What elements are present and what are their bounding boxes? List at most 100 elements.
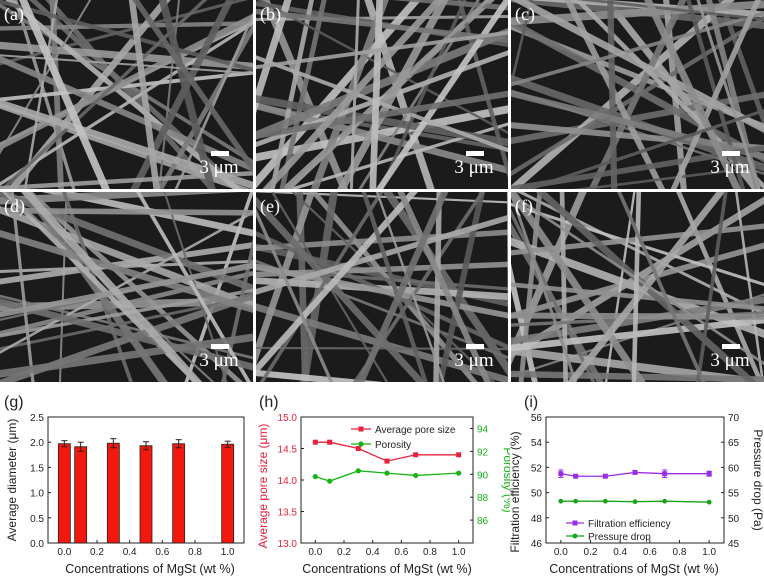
x-tick-label: 0.6 xyxy=(155,547,169,558)
fiber xyxy=(0,54,253,75)
fiber xyxy=(572,165,764,189)
y2-axis-label: Pressure drop (Pa) xyxy=(751,429,764,530)
data-point xyxy=(312,473,318,480)
fiber xyxy=(644,0,742,189)
fiber xyxy=(670,0,761,189)
x-tick-label: 1.0 xyxy=(702,547,716,558)
fiber xyxy=(604,192,636,382)
scale-bar-line xyxy=(211,151,229,156)
chart-g-svg: 0.0 0.2 0.4 0.6 0.8 1.0 (g) 0.0 0.5 1.0 1.5 2.0 2.5 C… xyxy=(4,394,245,576)
y-tick-label: 50 xyxy=(531,489,543,500)
fiber xyxy=(0,13,253,151)
x-tick-label: 0.0 xyxy=(554,547,568,558)
data-point xyxy=(662,471,668,477)
fiber xyxy=(0,262,253,318)
panel-label: (i) xyxy=(524,394,538,411)
x-axis-label: Concentrations of MgSt (wt %) xyxy=(302,562,472,576)
fiber xyxy=(256,0,422,189)
sem-panel-3: (c) 3 μm xyxy=(511,0,764,189)
x-tick-label: 0.6 xyxy=(643,547,657,558)
fiber xyxy=(358,0,480,189)
panel-label: (c) xyxy=(515,4,535,24)
scale-bar-text: 3 μm xyxy=(454,157,494,178)
y-axis-label: Average diameter (μm) xyxy=(5,419,19,542)
fiber xyxy=(369,0,383,189)
fiber xyxy=(0,229,253,313)
y-tick-label: 52 xyxy=(531,463,543,474)
fiber xyxy=(256,102,508,174)
y-tick-label: 14.0 xyxy=(278,476,298,487)
y-tick-label: 13.5 xyxy=(278,508,298,519)
fiber xyxy=(511,145,764,189)
legend-label: Filtration efficiency xyxy=(588,519,671,530)
scale-bar-text: 3 μm xyxy=(199,350,239,371)
legend-label: Porosity xyxy=(375,440,411,451)
scale-bar-line xyxy=(466,344,484,349)
fiber xyxy=(0,55,253,172)
y-tick-label: 2.5 xyxy=(30,413,44,424)
sem-panel-5: (e) 3 μm xyxy=(256,192,508,382)
data-point xyxy=(413,472,419,479)
bar xyxy=(74,446,88,544)
y-tick-label: 2.0 xyxy=(30,438,44,449)
fiber xyxy=(286,122,508,189)
sem-image xyxy=(256,192,508,382)
fiber xyxy=(0,210,253,354)
fiber xyxy=(0,205,253,310)
panel-label: (g) xyxy=(4,394,24,411)
x-tick-label: 0.4 xyxy=(123,547,137,558)
data-point xyxy=(558,471,564,477)
fiber xyxy=(0,99,253,189)
fiber xyxy=(696,0,761,189)
x-tick-label: 1.0 xyxy=(221,547,235,558)
fiber xyxy=(279,0,327,189)
fiber xyxy=(259,192,384,382)
y-tick-label: 1.5 xyxy=(30,463,44,474)
fiber xyxy=(397,192,491,382)
fiber xyxy=(433,192,442,382)
fiber xyxy=(41,192,253,237)
fiber xyxy=(262,0,444,189)
fiber xyxy=(256,192,508,204)
fiber xyxy=(0,70,253,102)
fiber xyxy=(617,192,706,382)
x-tick-label: 0.6 xyxy=(394,547,408,558)
y-tick-label: 54 xyxy=(531,438,543,449)
x-tick-label: 0.2 xyxy=(584,547,598,558)
y-tick-label: 13.0 xyxy=(278,539,298,550)
scale-bar: 3 μm xyxy=(193,340,245,376)
scale-bar: 3 μm xyxy=(448,340,500,376)
scale-bar: 3 μm xyxy=(193,147,245,183)
scale-bar-line xyxy=(466,151,484,156)
panel-label: (h) xyxy=(259,394,279,411)
y2-tick-label: 70 xyxy=(728,413,740,424)
sem-image xyxy=(256,0,508,189)
data-point xyxy=(632,469,638,475)
data-point xyxy=(573,498,579,504)
sem-panel-6: (f) 3 μm xyxy=(511,192,764,382)
x-tick-label: 0.0 xyxy=(57,547,71,558)
fiber xyxy=(20,192,203,382)
x-axis-label: Concentrations of MgSt (wt %) xyxy=(549,562,719,576)
sem-image xyxy=(511,0,764,189)
fiber xyxy=(391,0,508,11)
fiber xyxy=(523,108,764,189)
x-tick-label: 0.8 xyxy=(423,547,437,558)
chart-i-svg: 0.0 0.2 0.4 0.6 0.8 1.0 (i) 46 48 50 52 54 56 45 50 55 6… xyxy=(508,394,764,576)
data-point xyxy=(327,478,333,484)
fiber xyxy=(256,90,508,139)
fiber xyxy=(256,263,508,319)
data-point xyxy=(662,498,668,504)
fiber xyxy=(631,192,642,382)
fiber xyxy=(511,316,764,352)
fiber xyxy=(567,192,725,382)
series-line xyxy=(560,500,710,503)
x-tick-label: 0.0 xyxy=(308,547,322,558)
y-tick-label: 56 xyxy=(531,413,543,424)
y-axis-label: Average pore size (μm) xyxy=(256,424,270,549)
fiber xyxy=(0,192,253,293)
y2-tick-label: 92 xyxy=(477,447,489,458)
scale-bar-line xyxy=(722,151,740,156)
sem-panel-4: (d) 3 μm xyxy=(0,192,253,382)
x-axis-label: Concentrations of MgSt (wt %) xyxy=(65,562,235,576)
